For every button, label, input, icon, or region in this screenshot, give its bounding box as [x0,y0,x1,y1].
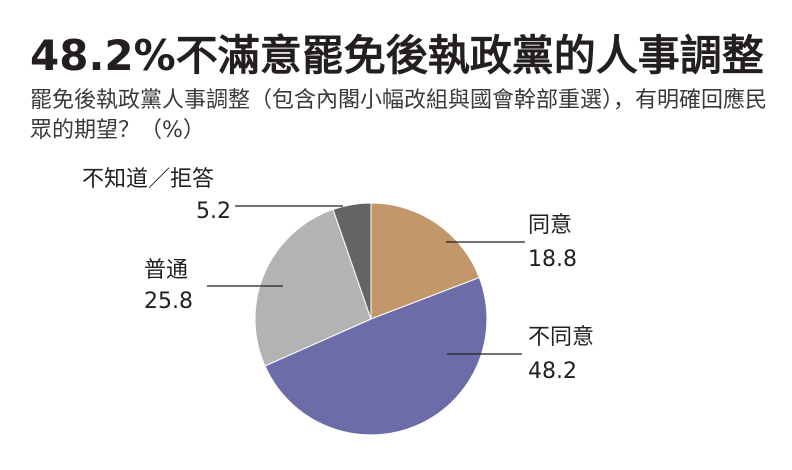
slice-value-neutral: 25.8 [144,289,193,314]
slice-label-disagree: 不同意 [528,325,594,350]
slice-labels: 同意 18.8 不同意 48.2 普通 25.8 不知道／拒答 5.2 [82,167,594,384]
slice-label-agree: 同意 [528,213,572,238]
pie-slice-no-answer [332,202,372,320]
slice-value-agree: 18.8 [528,247,577,272]
slice-label-neutral: 普通 [144,258,188,283]
slice-value-disagree: 48.2 [528,359,577,384]
pie-slice-neutral [254,208,372,367]
leader-lines [207,205,525,355]
chart-subtitle: 罷免後執政黨人事調整（包含內閣小幅改組與國會幹部重選），有明確回應民眾的期望？（… [30,88,768,143]
slice-label-no-answer: 不知道／拒答 [82,167,214,192]
pie-slice-disagree [264,276,488,436]
pie-slice-agree [370,202,480,320]
slice-value-no-answer: 5.2 [196,199,231,224]
pie-slices [254,202,488,436]
chart-title: 48.2%不滿意罷免後執政黨的人事調整 [30,31,764,80]
